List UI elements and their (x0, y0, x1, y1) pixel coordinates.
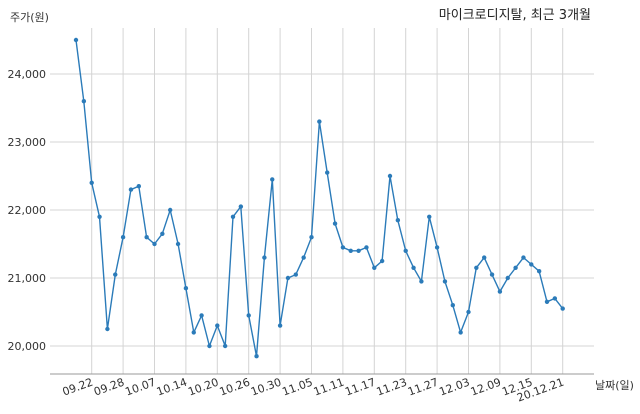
data-point (246, 313, 251, 318)
x-tick-label: 09.22 (61, 376, 95, 399)
data-point (191, 330, 196, 335)
y-tick-labels: 20,000 21,000 22,000 23,000 24,000 (8, 68, 47, 353)
y-tick-label: 21,000 (8, 272, 47, 285)
data-point (458, 330, 463, 335)
y-tick-label: 22,000 (8, 204, 47, 217)
y-axis-title: 주가(원) (10, 11, 49, 24)
data-point (160, 231, 165, 236)
data-point (120, 235, 126, 240)
x-tick-label: 10.14 (155, 376, 189, 399)
data-point (317, 119, 322, 124)
data-point (536, 269, 542, 274)
x-tick-label: 10.07 (123, 376, 157, 399)
data-point (105, 326, 110, 332)
data-point (215, 323, 220, 328)
data-point (270, 177, 275, 182)
data-point (348, 248, 353, 253)
y-tick-label: 24,000 (8, 68, 47, 81)
data-point (113, 272, 118, 277)
x-tick-label: 12.03 (437, 376, 471, 399)
data-point (387, 173, 393, 179)
data-point (144, 235, 149, 240)
data-point (230, 214, 236, 219)
data-point (403, 248, 408, 253)
data-point (332, 221, 338, 226)
x-tick-label: 11.11 (312, 376, 346, 399)
data-point (309, 235, 314, 240)
data-point (427, 214, 432, 219)
data-point (482, 255, 487, 260)
grid-lines (50, 28, 594, 374)
x-tick-label: 09.28 (92, 376, 126, 399)
data-point (293, 272, 298, 277)
data-point (544, 299, 550, 304)
x-tick-label: 10.30 (249, 376, 283, 399)
x-tick-label: 11.05 (280, 376, 314, 399)
data-point (97, 214, 102, 219)
data-point (372, 265, 377, 270)
data-point (442, 279, 448, 284)
data-point (183, 286, 189, 291)
data-point (301, 255, 306, 260)
data-point (466, 309, 471, 315)
x-tick-labels: 09.2209.2810.0710.1410.2010.2610.3011.05… (61, 376, 566, 405)
data-point (560, 306, 565, 311)
data-point (450, 303, 455, 308)
series-line (75, 39, 564, 357)
data-point (168, 207, 173, 213)
data-point (379, 258, 385, 264)
data-point (521, 255, 526, 260)
data-point (395, 218, 401, 223)
data-point (254, 354, 259, 359)
data-point (489, 272, 495, 277)
data-point (222, 343, 228, 349)
data-point (238, 204, 244, 209)
data-point (474, 265, 479, 270)
data-point (411, 265, 416, 270)
data-point (505, 275, 510, 281)
data-point (364, 245, 369, 250)
x-tick-label: 11.27 (406, 376, 440, 399)
x-tick-label: 11.23 (375, 376, 409, 399)
data-point (81, 99, 87, 104)
data-point (152, 241, 157, 247)
data-point (513, 265, 518, 270)
data-point (262, 255, 267, 260)
y-tick-label: 23,000 (8, 136, 47, 149)
y-tick-label: 20,000 (8, 340, 47, 353)
price-series (73, 37, 565, 359)
x-tick-label: 10.20 (186, 376, 220, 399)
data-point (207, 343, 212, 349)
data-point (356, 248, 361, 253)
x-tick-label: 11.17 (343, 376, 377, 399)
data-point (128, 187, 134, 192)
data-point (199, 313, 204, 318)
data-point (175, 241, 181, 247)
data-point (434, 245, 440, 250)
data-point (340, 245, 346, 250)
data-point (73, 37, 79, 43)
data-point (136, 184, 141, 189)
data-point (325, 170, 330, 175)
data-point (285, 275, 291, 281)
data-point (529, 262, 534, 267)
chart-title: 마이크로디지탈, 최근 3개월 (439, 8, 591, 23)
data-point (419, 279, 424, 284)
x-tick-label: 12.09 (469, 376, 503, 399)
data-point (552, 296, 558, 301)
x-axis-title: 날짜(일) (595, 378, 634, 392)
data-point (89, 180, 94, 185)
data-point (277, 323, 283, 328)
data-point (497, 289, 503, 294)
x-tick-label: 10.26 (218, 376, 252, 399)
